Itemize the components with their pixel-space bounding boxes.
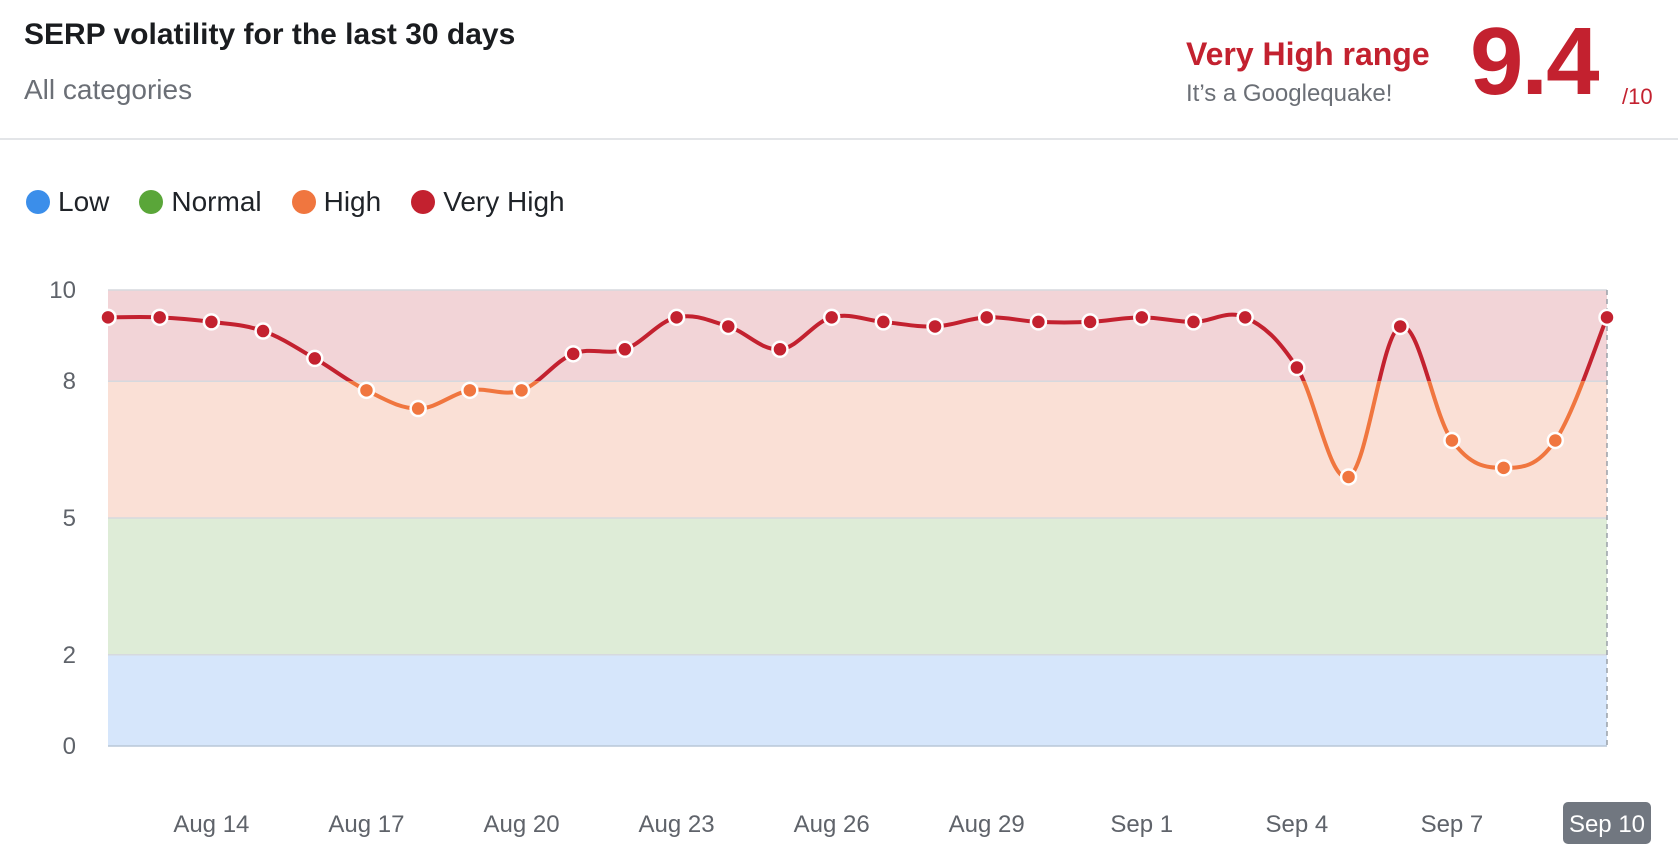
legend-label-low: Low bbox=[58, 186, 110, 217]
score-max: /10 bbox=[1622, 84, 1653, 109]
band-normal bbox=[108, 518, 1607, 655]
data-point bbox=[1443, 431, 1461, 450]
range-note: It’s a Googlequake! bbox=[1186, 80, 1393, 107]
data-point bbox=[1133, 308, 1151, 327]
legend-dot-high bbox=[291, 190, 316, 214]
data-point bbox=[1288, 358, 1306, 377]
x-tick-label: Aug 26 bbox=[794, 811, 870, 838]
data-point bbox=[461, 381, 479, 400]
category-selector[interactable]: All categories bbox=[24, 74, 193, 105]
data-point bbox=[874, 313, 893, 331]
data-point bbox=[822, 308, 841, 327]
y-tick-label: 8 bbox=[63, 368, 76, 395]
legend-label-normal: Normal bbox=[171, 186, 262, 217]
data-point bbox=[254, 322, 272, 340]
x-tick-label: Sep 1 bbox=[1110, 811, 1173, 838]
legend-item-very-high[interactable]: Very High bbox=[411, 186, 565, 218]
data-point bbox=[1598, 308, 1616, 327]
y-tick-label: 10 bbox=[49, 277, 76, 304]
legend-item-normal[interactable]: Normal bbox=[139, 186, 262, 218]
data-point bbox=[1236, 308, 1254, 327]
data-point bbox=[1339, 468, 1358, 486]
data-point bbox=[99, 308, 117, 327]
data-point bbox=[1494, 459, 1513, 477]
y-tick-label: 0 bbox=[63, 733, 76, 760]
y-tick-label: 2 bbox=[63, 642, 76, 669]
data-point bbox=[667, 308, 686, 327]
data-point bbox=[719, 317, 738, 336]
data-point bbox=[409, 399, 427, 418]
legend-label-very-high: Very High bbox=[443, 186, 565, 217]
data-point bbox=[202, 313, 221, 331]
x-tick-highlight bbox=[1563, 802, 1651, 844]
band-low bbox=[108, 654, 1607, 746]
data-point bbox=[1546, 431, 1565, 450]
x-tick-label: Aug 14 bbox=[173, 811, 249, 838]
band-very-high bbox=[108, 290, 1607, 382]
x-tick-label: Aug 29 bbox=[949, 811, 1025, 838]
score-value: 9.4 bbox=[1470, 8, 1599, 115]
x-tick-label: Aug 20 bbox=[483, 811, 559, 838]
data-point bbox=[1391, 317, 1409, 336]
legend-dot-low bbox=[26, 190, 50, 214]
data-point bbox=[1184, 313, 1203, 331]
series-line-high bbox=[346, 381, 1586, 479]
x-tick-label: Sep 10 bbox=[1569, 811, 1645, 838]
data-point bbox=[977, 308, 996, 327]
legend-dot-normal bbox=[139, 190, 164, 214]
legend-dot-very-high bbox=[411, 190, 436, 214]
data-point bbox=[616, 340, 634, 359]
range-label: Very High range bbox=[1186, 36, 1430, 72]
data-point bbox=[357, 381, 376, 400]
legend-item-high[interactable]: High bbox=[291, 186, 382, 218]
x-tick-label: Sep 4 bbox=[1266, 811, 1329, 838]
data-point bbox=[926, 317, 944, 336]
legend-label-high: High bbox=[323, 186, 382, 217]
data-point bbox=[564, 345, 582, 363]
data-point bbox=[1029, 313, 1048, 331]
x-tick-label: Sep 7 bbox=[1421, 811, 1484, 838]
band-high bbox=[108, 381, 1607, 518]
data-point bbox=[306, 349, 324, 368]
y-tick-label: 5 bbox=[63, 505, 76, 532]
x-tick-label: Aug 23 bbox=[639, 811, 715, 838]
legend-item-low[interactable]: Low bbox=[26, 186, 109, 218]
data-point bbox=[150, 308, 169, 327]
legend: Low Normal High Very High bbox=[26, 186, 565, 218]
x-tick-label: Aug 17 bbox=[328, 811, 404, 838]
chart-title: SERP volatility for the last 30 days bbox=[24, 18, 516, 51]
data-point bbox=[512, 381, 531, 400]
header: SERP volatility for the last 30 days All… bbox=[0, 0, 1678, 140]
data-point bbox=[1081, 313, 1099, 331]
data-point bbox=[771, 340, 789, 359]
